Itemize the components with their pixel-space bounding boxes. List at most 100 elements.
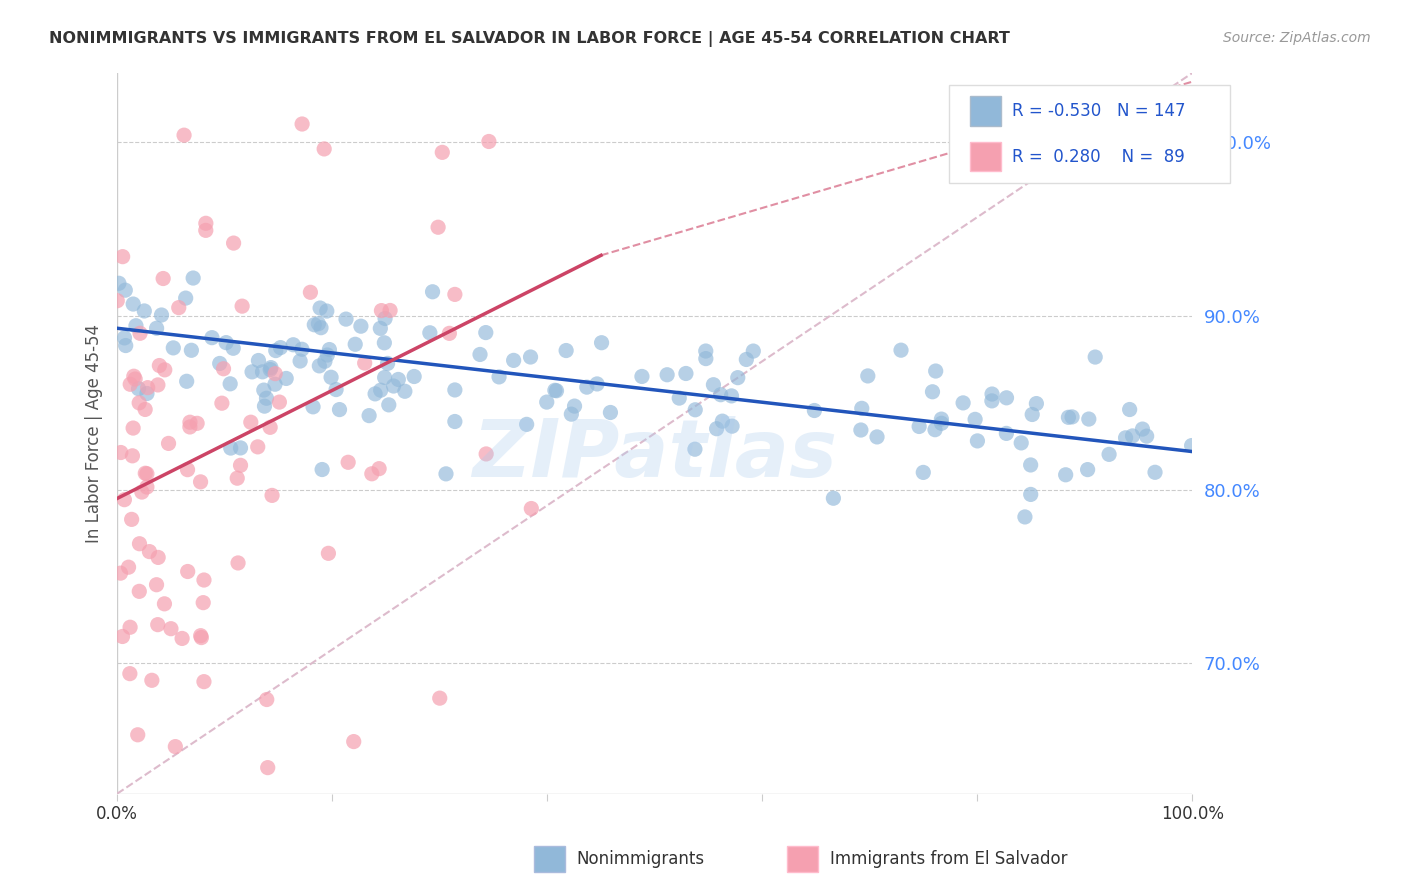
Point — [921, 384, 943, 399]
Point — [924, 364, 946, 378]
Point — [307, 317, 329, 331]
Point — [695, 344, 717, 359]
Point — [683, 402, 706, 417]
Point — [264, 367, 287, 381]
Point — [931, 412, 953, 426]
Point — [288, 354, 311, 368]
Point — [173, 128, 195, 143]
Point — [134, 467, 156, 481]
Point — [226, 556, 249, 570]
Point — [269, 341, 291, 355]
Point — [146, 617, 169, 632]
Point — [995, 391, 1018, 405]
Point — [702, 377, 724, 392]
Text: Source: ZipAtlas.com: Source: ZipAtlas.com — [1223, 31, 1371, 45]
Point — [546, 384, 568, 398]
Point — [1115, 431, 1137, 445]
Point — [931, 417, 953, 431]
Point — [432, 145, 454, 160]
Point — [190, 631, 212, 645]
Point — [586, 376, 609, 391]
Point — [314, 354, 336, 368]
Point — [378, 398, 401, 412]
Point — [193, 573, 215, 587]
Point — [1054, 467, 1077, 482]
Point — [229, 458, 252, 473]
Point — [311, 462, 333, 476]
Point — [1136, 429, 1159, 443]
Point — [122, 369, 145, 384]
Point — [208, 356, 231, 370]
Point — [212, 361, 235, 376]
Point — [193, 596, 215, 610]
Point — [1021, 408, 1043, 422]
Point — [128, 584, 150, 599]
Point — [343, 734, 366, 748]
Point — [260, 360, 283, 375]
Point — [157, 436, 180, 450]
Point — [422, 285, 444, 299]
Point — [488, 370, 510, 384]
Point — [394, 384, 416, 399]
Point — [231, 299, 253, 313]
Point — [160, 622, 183, 636]
Point — [114, 283, 136, 297]
Point — [536, 395, 558, 409]
Point — [655, 368, 678, 382]
Point — [1060, 409, 1083, 424]
Point — [318, 343, 340, 357]
Point — [129, 326, 152, 341]
Point — [706, 422, 728, 436]
Point — [136, 386, 159, 401]
Point — [1014, 510, 1036, 524]
Point — [374, 370, 396, 384]
Point — [468, 347, 491, 361]
Point — [591, 335, 613, 350]
Point — [803, 403, 825, 417]
Point — [136, 381, 159, 395]
Text: Immigrants from El Salvador: Immigrants from El Salvador — [830, 850, 1067, 868]
Point — [176, 374, 198, 388]
Point — [211, 396, 233, 410]
Point — [575, 380, 598, 394]
Point — [190, 629, 212, 643]
Point — [429, 691, 451, 706]
Point — [1077, 462, 1099, 476]
Point — [122, 421, 145, 435]
Point — [564, 399, 586, 413]
Point — [502, 353, 524, 368]
Point — [368, 461, 391, 475]
Point — [727, 370, 749, 384]
Point — [112, 492, 135, 507]
Point — [128, 396, 150, 410]
Point — [995, 426, 1018, 441]
Point — [980, 393, 1002, 408]
Point — [259, 420, 281, 434]
Point — [256, 692, 278, 706]
Point — [309, 320, 332, 334]
Point — [114, 338, 136, 352]
Point — [315, 304, 337, 318]
Text: R =  0.280    N =  89: R = 0.280 N = 89 — [1012, 147, 1185, 166]
Point — [1098, 447, 1121, 461]
Point — [179, 420, 201, 434]
Point — [668, 391, 690, 405]
Point — [555, 343, 578, 358]
Point — [364, 387, 387, 401]
Point — [316, 348, 339, 362]
Point — [1010, 436, 1032, 450]
Point — [222, 341, 245, 355]
Point — [134, 402, 156, 417]
Point — [520, 501, 543, 516]
Point — [924, 423, 946, 437]
Point — [1132, 422, 1154, 436]
Point — [146, 378, 169, 392]
Point — [952, 396, 974, 410]
Point — [1118, 402, 1140, 417]
Point — [122, 297, 145, 311]
Point — [710, 387, 733, 401]
Text: Nonimmigrants: Nonimmigrants — [576, 850, 704, 868]
Point — [735, 352, 758, 367]
Point — [314, 142, 336, 156]
Point — [120, 377, 142, 392]
